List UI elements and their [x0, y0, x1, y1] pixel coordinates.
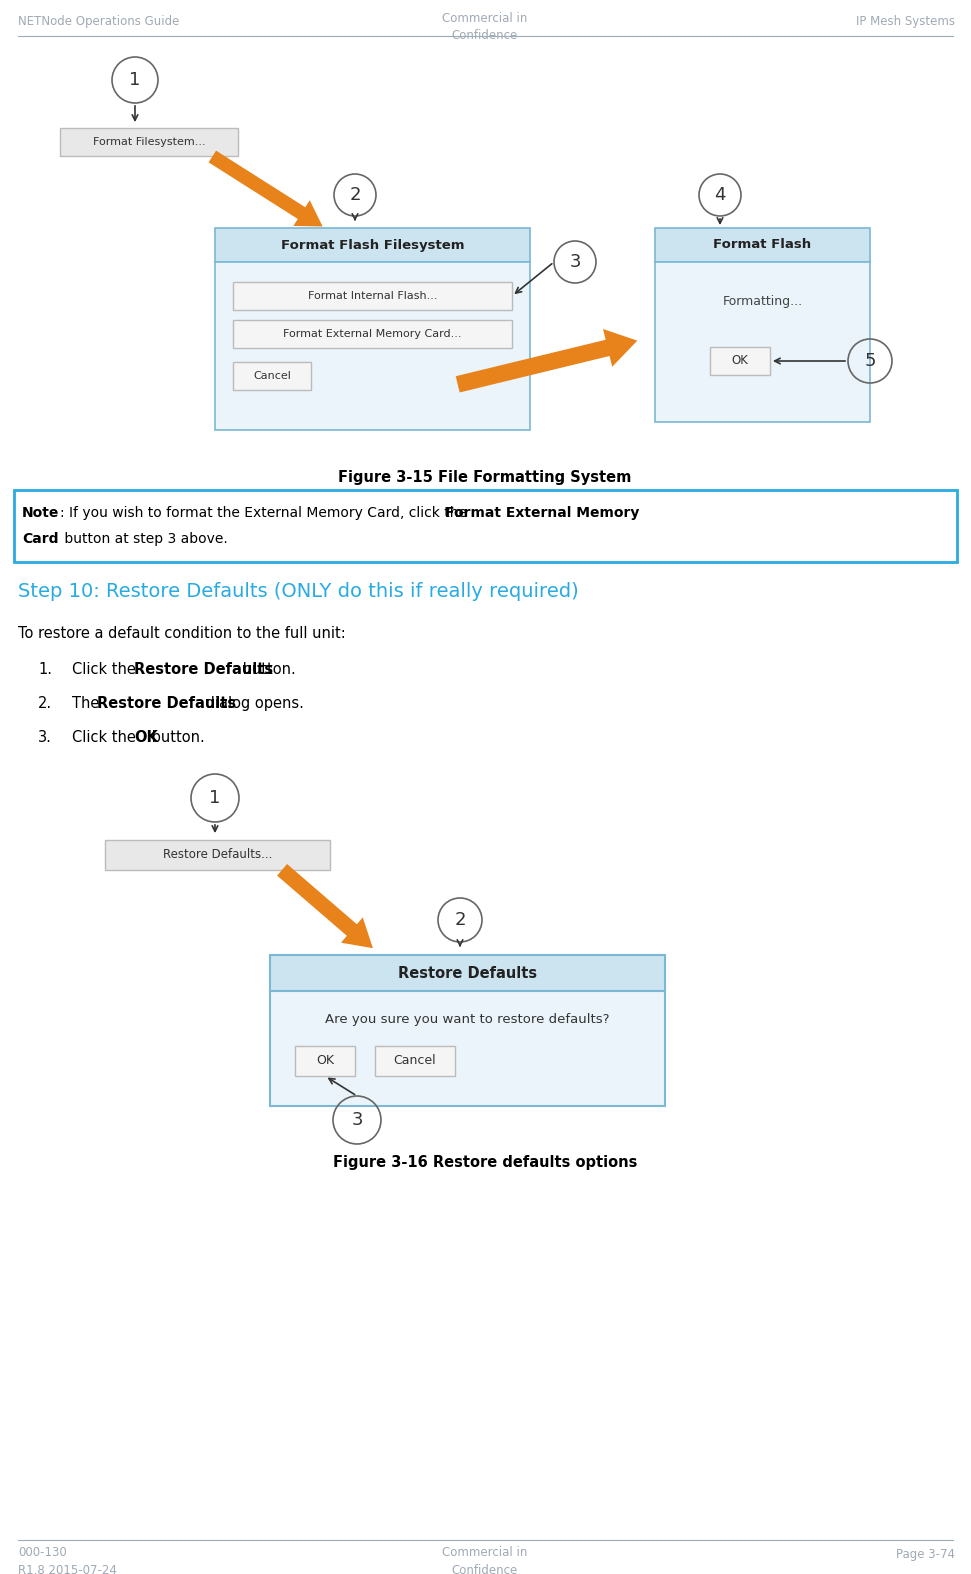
Text: 1: 1	[210, 789, 220, 807]
Text: Click the: Click the	[72, 663, 141, 677]
Text: Are you sure you want to restore defaults?: Are you sure you want to restore default…	[325, 1012, 610, 1026]
Text: IP Mesh Systems: IP Mesh Systems	[856, 16, 955, 28]
FancyBboxPatch shape	[270, 955, 665, 992]
Text: Restore Defaults...: Restore Defaults...	[163, 848, 272, 861]
FancyBboxPatch shape	[105, 841, 330, 870]
FancyBboxPatch shape	[295, 1047, 355, 1077]
Text: NETNode Operations Guide: NETNode Operations Guide	[18, 16, 180, 28]
Text: 2.: 2.	[38, 696, 52, 711]
Text: Format Internal Flash...: Format Internal Flash...	[308, 291, 437, 301]
Text: button at step 3 above.: button at step 3 above.	[60, 532, 228, 546]
Text: Format External Memory Card...: Format External Memory Card...	[284, 329, 462, 338]
Text: Commercial in
Confidence: Commercial in Confidence	[443, 13, 527, 42]
Text: Note: Note	[22, 505, 59, 519]
Text: Restore Defaults: Restore Defaults	[398, 965, 537, 981]
Text: OK: OK	[731, 354, 749, 367]
Text: Format Filesystem...: Format Filesystem...	[92, 137, 205, 146]
Text: Commercial in
Confidence: Commercial in Confidence	[443, 1546, 527, 1574]
Text: 000-130
R1.8 2015-07-24: 000-130 R1.8 2015-07-24	[18, 1546, 117, 1574]
Text: Cancel: Cancel	[253, 371, 291, 381]
FancyBboxPatch shape	[270, 992, 665, 1107]
Text: 3: 3	[569, 253, 581, 271]
FancyBboxPatch shape	[215, 261, 530, 430]
FancyArrowPatch shape	[209, 151, 322, 227]
Text: OK: OK	[316, 1055, 334, 1067]
Text: 2: 2	[350, 186, 361, 205]
Text: The: The	[72, 696, 104, 711]
FancyBboxPatch shape	[233, 362, 311, 390]
FancyArrowPatch shape	[455, 329, 637, 392]
Text: 1.: 1.	[38, 663, 52, 677]
Text: Restore Defaults: Restore Defaults	[134, 663, 273, 677]
Text: Formatting...: Formatting...	[722, 296, 803, 309]
Text: 1: 1	[129, 71, 141, 90]
Text: Figure 3-15 File Formatting System: Figure 3-15 File Formatting System	[338, 471, 632, 485]
Text: 3.: 3.	[38, 730, 51, 745]
Text: Figure 3-16 Restore defaults options: Figure 3-16 Restore defaults options	[333, 1155, 637, 1169]
Text: Format Flash Filesystem: Format Flash Filesystem	[281, 239, 464, 252]
Text: 4: 4	[715, 186, 725, 205]
Text: OK: OK	[134, 730, 158, 745]
Text: button.: button.	[238, 663, 296, 677]
Text: Format Flash: Format Flash	[714, 239, 812, 252]
FancyArrowPatch shape	[277, 864, 373, 948]
FancyBboxPatch shape	[375, 1047, 455, 1077]
FancyBboxPatch shape	[233, 320, 512, 348]
Text: : If you wish to format the External Memory Card, click the: : If you wish to format the External Mem…	[60, 505, 471, 519]
Text: 5: 5	[864, 353, 876, 370]
Text: Cancel: Cancel	[393, 1055, 436, 1067]
Text: 3: 3	[352, 1111, 363, 1129]
FancyBboxPatch shape	[60, 127, 238, 156]
FancyBboxPatch shape	[655, 228, 870, 261]
Text: Page 3-74: Page 3-74	[896, 1547, 955, 1561]
Text: Restore Defaults: Restore Defaults	[97, 696, 236, 711]
Text: dialog opens.: dialog opens.	[201, 696, 304, 711]
FancyBboxPatch shape	[233, 282, 512, 310]
Text: 2: 2	[454, 911, 466, 929]
FancyBboxPatch shape	[215, 228, 530, 261]
Text: Click the: Click the	[72, 730, 141, 745]
Text: button.: button.	[147, 730, 205, 745]
Text: To restore a default condition to the full unit:: To restore a default condition to the fu…	[18, 626, 346, 641]
FancyBboxPatch shape	[655, 261, 870, 422]
Text: Step 10: Restore Defaults (ONLY do this if really required): Step 10: Restore Defaults (ONLY do this …	[18, 582, 579, 601]
FancyBboxPatch shape	[14, 490, 957, 562]
Text: Format External Memory: Format External Memory	[445, 505, 639, 519]
FancyBboxPatch shape	[710, 346, 770, 375]
Text: Card: Card	[22, 532, 58, 546]
